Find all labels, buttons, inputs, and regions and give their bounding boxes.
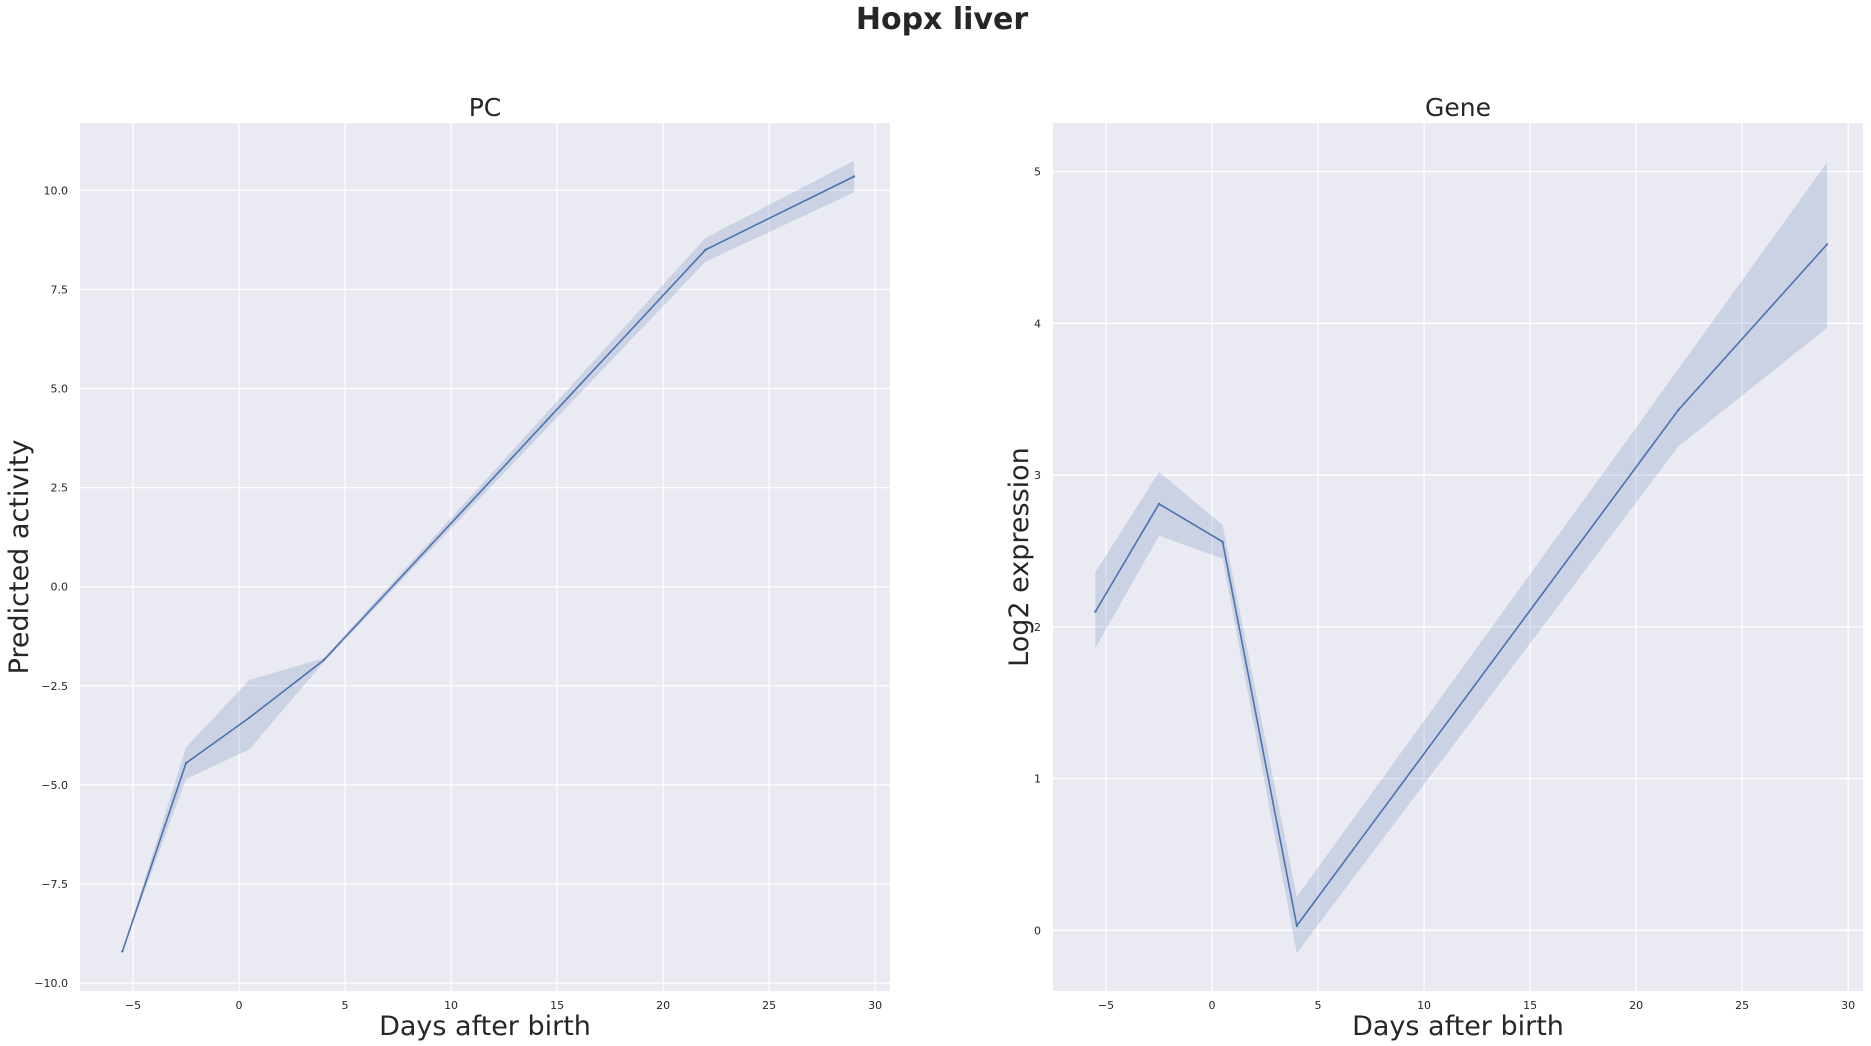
axes-title: Gene [1425, 93, 1491, 122]
x-tick-label: 15 [1523, 999, 1537, 1012]
x-tick-label: 5 [342, 999, 349, 1012]
series-line [1094, 243, 1828, 928]
y-tick-label: −5.0 [41, 779, 68, 792]
x-tick-label: 30 [868, 999, 882, 1012]
y-tick-label: 0.0 [51, 581, 69, 594]
x-tick-label: 20 [1629, 999, 1643, 1012]
x-tick-label: 5 [1315, 999, 1322, 1012]
y-tick-label: 10.0 [44, 184, 69, 197]
y-tick-label: 2 [1034, 621, 1041, 634]
y-tick-label: 2.5 [51, 482, 69, 495]
panel-gene: −5 0 5 10 15 20 25 30 0 1 2 3 4 5 Gene Days after birth… [1004, 93, 1863, 1042]
x-tick-label: −5 [1098, 999, 1114, 1012]
data-point [248, 716, 251, 719]
x-tick-label: 25 [762, 999, 776, 1012]
plot-area [80, 123, 890, 991]
plot-area [1053, 123, 1863, 991]
y-tick-label: −7.5 [41, 878, 68, 891]
y-tick-label: 5 [1034, 166, 1041, 179]
x-tick-label: 0 [1209, 999, 1216, 1012]
y-tick-label: −2.5 [41, 680, 68, 693]
figure-title: Hopx liver [856, 2, 1028, 37]
data-point [1221, 540, 1224, 544]
x-axis-label: Days after birth [1352, 1011, 1564, 1042]
data-point [322, 658, 326, 662]
y-tick-label: 3 [1034, 469, 1041, 482]
data-point [1157, 502, 1161, 506]
data-point [1094, 610, 1097, 613]
data-point [852, 175, 856, 178]
panel-pc: −5 0 5 10 15 20 25 30 −10.0 −7.5 −5.0 −2.5 0.0 2.5 5.0… [4, 93, 890, 1042]
x-tick-label: 10 [444, 999, 458, 1012]
y-tick-label: −10.0 [34, 977, 68, 990]
x-tick-label: −5 [125, 999, 141, 1012]
x-tick-label: 20 [656, 999, 670, 1012]
x-tick-label: 15 [550, 999, 564, 1012]
y-tick-label: 4 [1034, 317, 1041, 330]
data-point [121, 950, 124, 953]
series-line [121, 175, 855, 952]
y-tick-label: 5.0 [51, 383, 69, 396]
data-point [1677, 408, 1680, 412]
x-axis-label: Days after birth [379, 1011, 591, 1042]
x-tick-label: 10 [1417, 999, 1431, 1012]
data-point [704, 248, 707, 252]
y-axis-label: Log2 expression [1004, 447, 1035, 667]
y-tick-label: 7.5 [51, 283, 69, 296]
x-tick-label: 25 [1735, 999, 1749, 1012]
data-point [1825, 243, 1829, 246]
y-tick-label: 1 [1034, 773, 1041, 786]
axes-title: PC [469, 93, 502, 122]
y-axis-label: Predicted activity [4, 440, 35, 675]
data-point [184, 761, 188, 765]
x-tick-label: 0 [236, 999, 243, 1012]
data-point [1295, 924, 1299, 927]
y-tick-label: 0 [1034, 924, 1041, 937]
x-tick-label: 30 [1841, 999, 1855, 1012]
